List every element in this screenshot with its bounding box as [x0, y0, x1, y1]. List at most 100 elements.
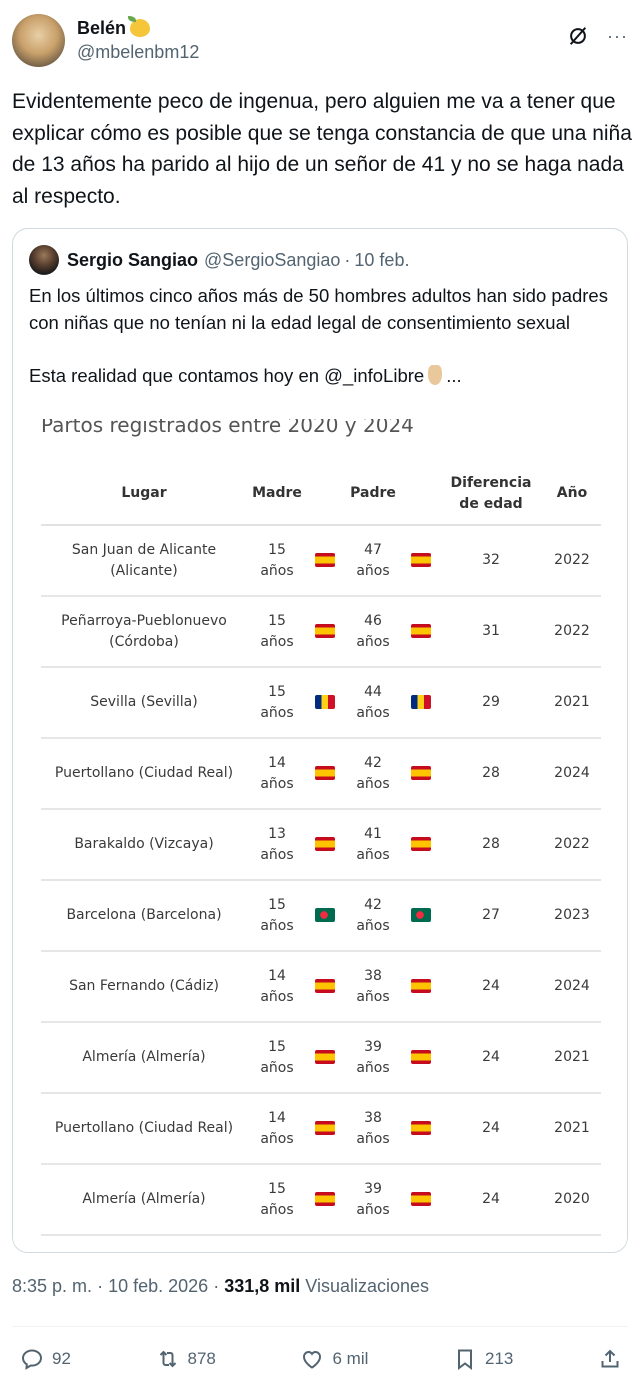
media-table-title: Partos registrados entre 2020 y 2024 [41, 419, 414, 437]
quoted-tweet-header: Sergio Sangiao @SergioSangiao · 10 feb. [29, 245, 409, 275]
cell-madre: 15 años [247, 667, 307, 739]
table-row: San Juan de Alicante (Alicante) 15 años 47 añ… [41, 525, 601, 597]
like-button[interactable]: 6 mil [300, 1347, 368, 1371]
flag-es-icon [411, 1050, 431, 1064]
cell-madre: 14 años [247, 951, 307, 1023]
header-diferencia: Diferencia de edad [439, 463, 543, 526]
cell-lugar: San Juan de Alicante (Alicante) [41, 525, 247, 597]
quoted-ellipsis: ... [446, 364, 462, 386]
flag-es-icon [315, 837, 335, 851]
header-anio: Año [543, 463, 601, 526]
flag-es-icon [411, 979, 431, 993]
cell-anio: 2022 [543, 596, 601, 668]
flag-es-icon [315, 624, 335, 638]
tweet-time[interactable]: 8:35 p. m. [12, 1276, 93, 1296]
flag-es-icon [411, 1121, 431, 1135]
cell-diferencia: 24 [439, 951, 543, 1023]
cell-madre: 14 años [247, 738, 307, 810]
quoted-tweet-text: En los últimos cinco años más de 50 homb… [29, 283, 619, 389]
cell-madre: 15 años [247, 880, 307, 952]
more-options-icon[interactable]: ··· [607, 26, 628, 46]
flag-es-icon [411, 624, 431, 638]
cell-diferencia: 28 [439, 809, 543, 881]
flag-es-icon [315, 1050, 335, 1064]
cell-anio: 2021 [543, 1093, 601, 1165]
table-row: Puertollano (Ciudad Real) 14 años 38 años 24 2… [41, 1093, 601, 1165]
cell-lugar: Peñarroya-Pueblonuevo (Córdoba) [41, 596, 247, 668]
tweet-date[interactable]: 10 feb. 2026 [108, 1276, 209, 1296]
cell-padre: 41 años [343, 809, 403, 881]
cell-madre: 15 años [247, 1164, 307, 1236]
divider [12, 1326, 628, 1327]
tweet-meta: 8:35 p. m. · 10 feb. 2026 · 331,8 mil Vi… [12, 1276, 430, 1296]
tweet-text: Evidentemente peco de ingenua, pero algu… [12, 90, 632, 208]
cell-anio: 2021 [543, 1022, 601, 1094]
quoted-paragraph-2: Esta realidad que contamos hoy en @_info… [29, 363, 619, 390]
reply-icon [21, 1349, 43, 1370]
quoted-date: 10 feb. [354, 249, 410, 270]
cell-padre: 39 años [343, 1022, 403, 1094]
quoted-tweet[interactable]: Sergio Sangiao @SergioSangiao · 10 feb. … [12, 228, 628, 1253]
cell-lugar: Barcelona (Barcelona) [41, 880, 247, 952]
table-row: Peñarroya-Pueblonuevo (Córdoba) 15 años 46 añ… [41, 596, 601, 668]
quoted-author-avatar [29, 245, 59, 275]
pointing-down-emoji-icon [428, 364, 443, 385]
cell-padre-flag [403, 596, 439, 668]
cell-padre: 42 años [343, 880, 403, 952]
author-display-name-text[interactable]: Belén [77, 18, 127, 38]
cell-madre: 15 años [247, 1022, 307, 1094]
flag-es-icon [315, 979, 335, 993]
views-count: 331,8 mil [224, 1276, 301, 1296]
header-lugar: Lugar [41, 463, 247, 526]
cell-padre-flag [403, 525, 439, 597]
cell-padre-flag [403, 951, 439, 1023]
table-row: San Fernando (Cádiz) 14 años 38 años 24 2024 [41, 951, 601, 1023]
cell-madre-flag [307, 738, 343, 810]
cell-madre-flag [307, 1022, 343, 1094]
quoted-author-name: Sergio Sangiao [67, 249, 199, 270]
author-avatar[interactable] [12, 13, 65, 67]
cell-madre-flag [307, 596, 343, 668]
header-padre: Padre [343, 463, 403, 526]
cell-padre-flag [403, 1164, 439, 1236]
cell-padre-flag [403, 809, 439, 881]
cell-anio: 2024 [543, 738, 601, 810]
cell-madre-flag [307, 809, 343, 881]
cell-anio: 2020 [543, 1164, 601, 1236]
like-count: 6 mil [332, 1349, 369, 1368]
heart-icon [303, 1350, 322, 1369]
author-handle[interactable]: @mbelenbm12 [77, 42, 200, 62]
flag-ro-icon [411, 695, 431, 709]
cell-diferencia: 24 [439, 1164, 543, 1236]
quoted-separator: · [344, 249, 351, 270]
author-display-name[interactable]: Belén [77, 16, 199, 40]
cell-diferencia: 24 [439, 1093, 543, 1165]
views-label: Visualizaciones [305, 1276, 430, 1296]
cell-madre-flag [307, 880, 343, 952]
flag-es-icon [411, 1192, 431, 1206]
quoted-media-image[interactable]: Partos registrados entre 2020 y 2024 Lug… [13, 419, 627, 1252]
repost-button[interactable]: 878 [156, 1347, 216, 1371]
cell-diferencia: 27 [439, 880, 543, 952]
flag-es-icon [315, 1121, 335, 1135]
repost-count: 878 [187, 1349, 216, 1368]
cell-madre: 14 años [247, 1093, 307, 1165]
cell-padre-flag [403, 738, 439, 810]
quoted-author-handle: @SergioSangiao [204, 249, 341, 270]
share-button[interactable] [598, 1347, 622, 1371]
cell-diferencia: 29 [439, 667, 543, 739]
cell-padre-flag [403, 667, 439, 739]
cell-lugar: Sevilla (Sevilla) [41, 667, 247, 739]
cell-anio: 2022 [543, 809, 601, 881]
tweet-header: Belén @mbelenbm12 ··· [12, 12, 628, 68]
table-row: Barcelona (Barcelona) 15 años 42 años 27 2023 [41, 880, 601, 952]
cell-madre-flag [307, 1093, 343, 1165]
share-icon [601, 1349, 619, 1368]
cell-padre: 42 años [343, 738, 403, 810]
cell-padre: 44 años [343, 667, 403, 739]
flag-bd-icon [315, 908, 335, 922]
grok-icon[interactable] [567, 25, 589, 47]
tweet-actions: 92 878 6 mil 213 [20, 1342, 622, 1376]
reply-button[interactable]: 92 [20, 1347, 71, 1371]
bookmark-button[interactable]: 213 [453, 1347, 513, 1371]
